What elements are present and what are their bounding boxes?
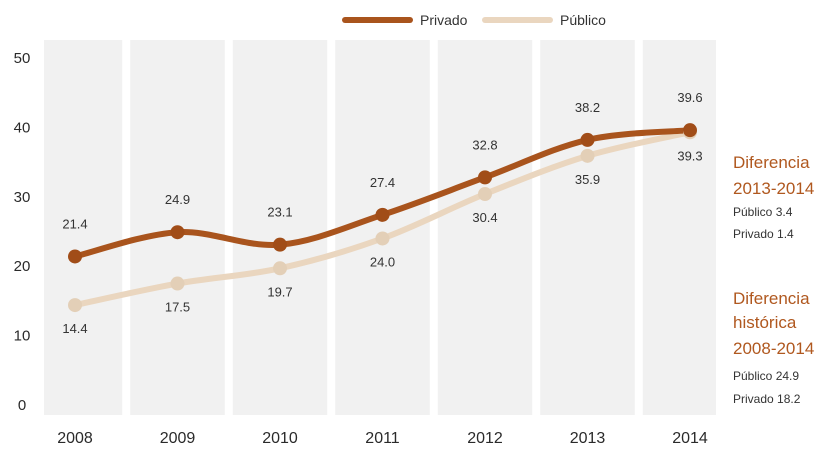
legend: Privado Público (342, 12, 606, 28)
data-label-privado: 23.1 (267, 205, 292, 220)
annotation-historic-period: 2008-2014 (733, 339, 814, 358)
data-label-privado: 32.8 (472, 137, 497, 152)
y-tick-label: 50 (14, 50, 31, 67)
axes: 0 10 20 30 40 50 2008 2009 2010 2011 2012 2013 2014 (14, 50, 708, 447)
data-label-privado: 24.9 (165, 192, 190, 207)
data-point-privado (170, 225, 185, 240)
annotation-recent-publico: Público 3.4 (733, 205, 793, 219)
legend-label-privado: Privado (420, 12, 468, 28)
annotation-historic-publico: Público 24.9 (733, 369, 799, 383)
x-tick-label: 2010 (262, 430, 298, 447)
annotation-historic-title: Diferencia (733, 289, 810, 308)
data-label-publico: 39.3 (677, 148, 702, 163)
y-tick-label: 20 (14, 258, 31, 275)
annotation-recent-difference: Diferencia 2013-2014 Público 3.4 Privado… (733, 153, 814, 241)
series-points (68, 123, 697, 313)
data-point-privado (580, 132, 595, 147)
data-label-privado: 38.2 (575, 100, 600, 115)
x-tick-label: 2013 (570, 430, 606, 447)
data-label-publico: 35.9 (575, 172, 600, 187)
legend-label-publico: Público (560, 12, 606, 28)
data-label-privado: 39.6 (677, 90, 702, 105)
data-point-privado (273, 237, 287, 252)
data-point-privado (68, 249, 82, 264)
data-label-publico: 19.7 (267, 284, 292, 299)
annotation-historic-subtitle: histórica (733, 313, 797, 332)
y-tick-label: 10 (14, 328, 31, 345)
data-point-privado (478, 170, 492, 185)
annotation-recent-period: 2013-2014 (733, 179, 814, 198)
data-point-publico (478, 187, 492, 202)
data-point-privado (683, 123, 697, 138)
annotation-recent-privado: Privado 1.4 (733, 227, 794, 241)
data-label-publico: 14.4 (62, 321, 87, 336)
y-tick-label: 0 (18, 397, 26, 414)
data-point-publico (170, 276, 185, 291)
plot-band (44, 40, 123, 415)
data-point-publico (273, 261, 287, 276)
annotation-historic-privado: Privado 18.2 (733, 392, 801, 406)
data-point-publico (68, 298, 82, 313)
plot-band (232, 40, 328, 415)
data-label-publico: 17.5 (165, 300, 190, 315)
x-tick-label: 2011 (365, 430, 400, 447)
annotation-historic-difference: Diferencia histórica 2008-2014 Público 2… (733, 289, 814, 406)
x-tick-label: 2009 (160, 430, 196, 447)
plot-band (540, 40, 635, 415)
data-labels: 14.4 17.5 19.7 24.0 30.4 35.9 39.3 21.4 24.9 23.1… (62, 90, 702, 336)
data-point-privado (375, 207, 390, 222)
x-tick-label: 2012 (467, 430, 503, 447)
plot-band (642, 40, 716, 415)
data-label-publico: 30.4 (472, 210, 497, 225)
y-tick-label: 30 (14, 189, 31, 206)
x-tick-label: 2008 (57, 430, 93, 447)
data-point-publico (580, 148, 595, 163)
data-label-publico: 24.0 (370, 254, 395, 269)
x-tick-label: 2014 (672, 430, 708, 447)
y-tick-label: 40 (14, 119, 31, 136)
annotation-recent-title: Diferencia (733, 153, 810, 172)
plot-background-bands (44, 40, 716, 415)
data-point-publico (375, 231, 390, 246)
plot-band (437, 40, 533, 415)
data-label-privado: 27.4 (370, 175, 395, 190)
data-label-privado: 21.4 (62, 216, 87, 231)
